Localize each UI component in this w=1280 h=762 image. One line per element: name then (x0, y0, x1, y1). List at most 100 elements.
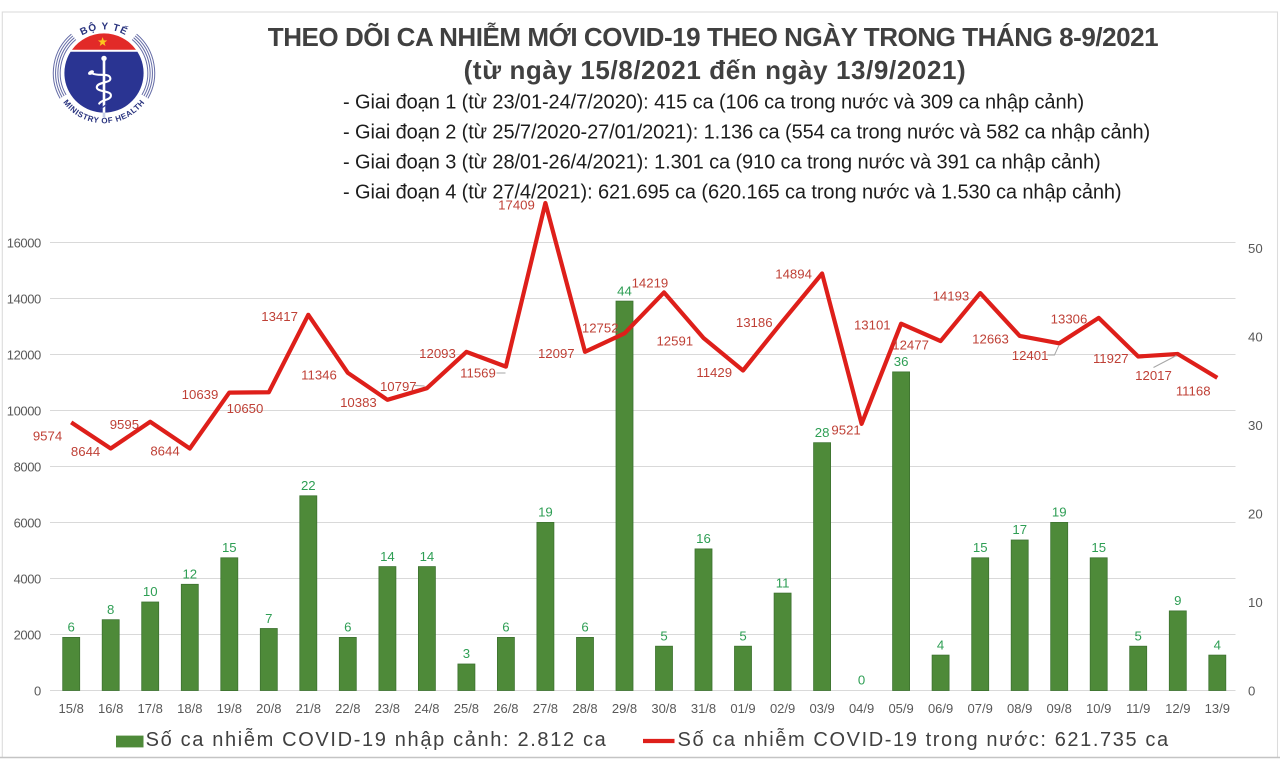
svg-text:08/9: 08/9 (1007, 701, 1032, 716)
svg-text:11/9: 11/9 (1126, 701, 1150, 716)
svg-text:12097: 12097 (538, 346, 575, 361)
svg-text:12477: 12477 (892, 338, 929, 353)
svg-text:Số ca nhiễm COVID-19 nhập cảnh: Số ca nhiễm COVID-19 nhập cảnh: 2.812 ca (146, 728, 608, 751)
svg-text:10639: 10639 (182, 387, 219, 402)
svg-text:2000: 2000 (14, 627, 41, 642)
svg-text:30/8: 30/8 (651, 701, 676, 716)
svg-text:- Giai đoạn 1 (từ 23/01-24/7/2: - Giai đoạn 1 (từ 23/01-24/7/2020): 415 … (343, 92, 1084, 114)
svg-text:44: 44 (617, 283, 632, 298)
svg-text:6000: 6000 (14, 515, 41, 530)
svg-text:06/9: 06/9 (928, 701, 953, 716)
svg-text:25/8: 25/8 (454, 701, 479, 716)
svg-text:27/8: 27/8 (533, 701, 558, 716)
svg-text:31/8: 31/8 (691, 701, 716, 716)
svg-text:11429: 11429 (696, 365, 732, 380)
svg-text:22: 22 (301, 478, 316, 493)
svg-text:- Giai đoạn 3 (từ 28/01-26/4/2: - Giai đoạn 3 (từ 28/01-26/4/2021): 1.30… (343, 152, 1101, 174)
svg-text:40: 40 (1248, 329, 1263, 344)
svg-text:11346: 11346 (301, 368, 337, 383)
svg-text:15: 15 (973, 540, 988, 555)
svg-text:12663: 12663 (972, 331, 1009, 346)
svg-text:10: 10 (143, 584, 158, 599)
svg-text:12: 12 (182, 567, 197, 582)
svg-text:6: 6 (68, 620, 75, 635)
svg-text:50: 50 (1248, 241, 1263, 256)
svg-text:23/8: 23/8 (375, 701, 400, 716)
svg-text:0: 0 (1248, 683, 1255, 698)
svg-text:17/8: 17/8 (138, 701, 163, 716)
svg-text:Số ca nhiễm COVID-19 trong nướ: Số ca nhiễm COVID-19 trong nước: 621.735… (678, 728, 1170, 751)
svg-text:13417: 13417 (261, 309, 298, 324)
svg-text:13186: 13186 (736, 315, 773, 330)
svg-text:5: 5 (660, 629, 667, 644)
svg-text:14894: 14894 (775, 267, 812, 282)
svg-text:16000: 16000 (7, 235, 41, 250)
svg-text:13/9: 13/9 (1205, 701, 1230, 716)
svg-text:13306: 13306 (1051, 312, 1088, 327)
svg-text:17: 17 (1012, 522, 1027, 537)
svg-text:11569: 11569 (460, 366, 496, 381)
svg-text:5: 5 (739, 629, 746, 644)
svg-text:6: 6 (502, 620, 509, 635)
svg-text:19: 19 (538, 505, 553, 520)
svg-text:12000: 12000 (7, 347, 41, 362)
svg-text:14: 14 (380, 549, 395, 564)
svg-text:02/9: 02/9 (770, 701, 795, 716)
svg-text:9574: 9574 (33, 428, 62, 443)
svg-text:8000: 8000 (14, 459, 41, 474)
svg-text:BỘ Y TẾ: BỘ Y TẾ (78, 20, 130, 38)
svg-text:19/8: 19/8 (217, 701, 242, 716)
svg-text:20: 20 (1248, 506, 1263, 521)
svg-text:15/8: 15/8 (59, 701, 84, 716)
svg-text:28: 28 (815, 425, 830, 440)
svg-text:12/9: 12/9 (1165, 701, 1190, 716)
svg-text:36: 36 (894, 354, 909, 369)
svg-text:9595: 9595 (110, 417, 139, 432)
svg-text:12752: 12752 (582, 321, 619, 336)
svg-text:8: 8 (107, 602, 114, 617)
svg-text:9: 9 (1174, 593, 1181, 608)
svg-text:7: 7 (265, 611, 272, 626)
svg-text:10650: 10650 (227, 401, 264, 416)
svg-text:6: 6 (344, 620, 351, 635)
svg-text:13101: 13101 (854, 318, 891, 333)
svg-text:10/9: 10/9 (1086, 701, 1111, 716)
svg-text:4000: 4000 (14, 571, 41, 586)
svg-text:14193: 14193 (933, 289, 970, 304)
svg-text:14219: 14219 (632, 276, 669, 291)
svg-text:5: 5 (1135, 629, 1142, 644)
svg-text:10000: 10000 (7, 403, 41, 418)
svg-text:14000: 14000 (7, 291, 41, 306)
svg-text:10: 10 (1248, 595, 1263, 610)
svg-text:10383: 10383 (340, 395, 377, 410)
svg-text:8644: 8644 (150, 444, 179, 459)
svg-text:8644: 8644 (71, 444, 100, 459)
svg-text:THEO DÕI CA NHIỄM MỚI COVID-19: THEO DÕI CA NHIỄM MỚI COVID-19 THEO NGÀY… (268, 22, 1158, 52)
svg-text:12401: 12401 (1012, 348, 1049, 363)
svg-text:16: 16 (696, 531, 711, 546)
svg-text:11: 11 (776, 575, 790, 590)
svg-text:26/8: 26/8 (493, 701, 518, 716)
svg-text:9521: 9521 (831, 423, 860, 438)
svg-text:07/9: 07/9 (968, 701, 993, 716)
svg-text:29/8: 29/8 (612, 701, 637, 716)
svg-text:24/8: 24/8 (414, 701, 439, 716)
svg-text:10797: 10797 (380, 379, 417, 394)
svg-text:09/8: 09/8 (1047, 701, 1072, 716)
svg-text:28/8: 28/8 (572, 701, 597, 716)
svg-text:12093: 12093 (419, 346, 456, 361)
svg-text:4: 4 (937, 637, 944, 652)
svg-text:11927: 11927 (1093, 351, 1129, 366)
svg-text:01/9: 01/9 (730, 701, 755, 716)
svg-text:15: 15 (222, 540, 237, 555)
svg-text:19: 19 (1052, 505, 1067, 520)
svg-text:3: 3 (463, 646, 470, 661)
svg-text:6: 6 (581, 620, 588, 635)
svg-text:- Giai đoạn 4 (từ 27/4/2021):: - Giai đoạn 4 (từ 27/4/2021): 621.695 ca… (343, 182, 1121, 204)
svg-text:04/9: 04/9 (849, 701, 874, 716)
svg-text:4: 4 (1214, 637, 1221, 652)
svg-text:30: 30 (1248, 418, 1263, 433)
svg-text:03/9: 03/9 (809, 701, 834, 716)
svg-text:21/8: 21/8 (296, 701, 321, 716)
svg-text:0: 0 (858, 673, 865, 688)
